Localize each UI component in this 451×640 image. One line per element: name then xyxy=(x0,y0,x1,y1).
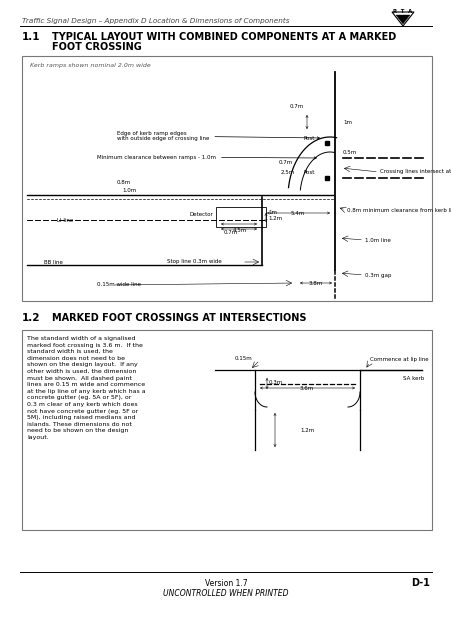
Text: TYPICAL LAYOUT WITH COMBINED COMPONENTS AT A MARKED: TYPICAL LAYOUT WITH COMBINED COMPONENTS … xyxy=(52,32,396,42)
Bar xyxy=(22,330,431,530)
Text: 0.8m: 0.8m xyxy=(117,180,131,186)
Bar xyxy=(216,207,265,227)
Bar xyxy=(22,56,431,301)
Text: 1m: 1m xyxy=(342,120,351,125)
Text: 0.7m: 0.7m xyxy=(289,104,304,109)
Text: FOOT CROSSING: FOOT CROSSING xyxy=(52,42,142,52)
Text: Detector: Detector xyxy=(189,212,212,218)
Text: 0.5m: 0.5m xyxy=(342,150,356,154)
Text: Post: Post xyxy=(303,136,314,141)
Text: 0.15m wide line: 0.15m wide line xyxy=(97,282,141,287)
Text: 0.15m: 0.15m xyxy=(235,355,252,360)
Text: 3.6m: 3.6m xyxy=(299,386,313,391)
Polygon shape xyxy=(395,15,409,24)
Text: 1.2m: 1.2m xyxy=(299,428,313,433)
Text: Minimum clearance between ramps - 1.0m: Minimum clearance between ramps - 1.0m xyxy=(97,154,316,159)
Text: 1.2m: 1.2m xyxy=(267,216,281,221)
Text: The standard width of a signalised
marked foot crossing is 3.6 m.  If the
standa: The standard width of a signalised marke… xyxy=(27,336,145,440)
Text: UNCONTROLLED WHEN PRINTED: UNCONTROLLED WHEN PRINTED xyxy=(163,589,288,598)
Text: 0.7m: 0.7m xyxy=(224,230,238,234)
Text: 1m: 1m xyxy=(267,209,276,214)
Text: Version 1.7: Version 1.7 xyxy=(204,579,247,588)
Text: R  T  A: R T A xyxy=(392,9,412,14)
Text: 0.8m minimum clearance from kerb line: 0.8m minimum clearance from kerb line xyxy=(346,207,451,212)
Text: 4.5m: 4.5m xyxy=(232,228,247,233)
Text: Kerb ramps shown nominal 2.0m wide: Kerb ramps shown nominal 2.0m wide xyxy=(30,63,151,68)
Text: Edge of kerb ramp edges
with outside edge of crossing line: Edge of kerb ramp edges with outside edg… xyxy=(117,131,319,141)
Text: Crossing lines intersect at tip: Crossing lines intersect at tip xyxy=(379,170,451,175)
Text: Traffic Signal Design – Appendix D Location & Dimensions of Components: Traffic Signal Design – Appendix D Locat… xyxy=(22,18,289,24)
Text: D-1: D-1 xyxy=(410,578,429,588)
Text: 1.0m line: 1.0m line xyxy=(364,237,390,243)
Text: MARKED FOOT CROSSINGS AT INTERSECTIONS: MARKED FOOT CROSSINGS AT INTERSECTIONS xyxy=(52,313,306,323)
Text: SA kerb: SA kerb xyxy=(402,376,423,381)
Text: 0.3m gap: 0.3m gap xyxy=(364,273,391,278)
Text: 2.5m: 2.5m xyxy=(280,170,295,175)
Text: 1.2: 1.2 xyxy=(22,313,41,323)
Text: BB line: BB line xyxy=(44,259,63,264)
Text: Stop line 0.3m wide: Stop line 0.3m wide xyxy=(166,259,221,264)
Text: Post: Post xyxy=(303,170,314,175)
Text: 5.4m: 5.4m xyxy=(290,211,304,216)
Text: 0.7m: 0.7m xyxy=(278,161,292,166)
Text: Commence at lip line: Commence at lip line xyxy=(369,358,428,362)
Text: 1.0m: 1.0m xyxy=(122,189,136,193)
Text: 3.8m: 3.8m xyxy=(308,281,322,286)
Text: 0.3m: 0.3m xyxy=(268,381,283,385)
Text: LI line: LI line xyxy=(57,218,73,223)
Text: 1.1: 1.1 xyxy=(22,32,41,42)
